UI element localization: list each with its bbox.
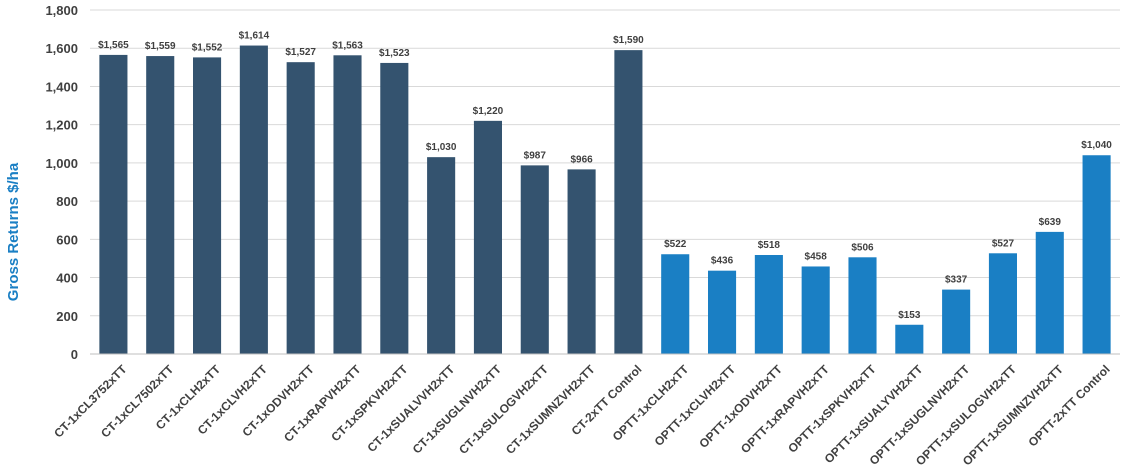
bar-1 (146, 56, 175, 355)
y-tick-label: 1,000 (45, 156, 78, 171)
data-label: $1,552 (192, 42, 223, 53)
y-tick-label: 200 (56, 309, 78, 324)
bar-12 (661, 254, 690, 354)
data-label: $337 (945, 275, 968, 286)
x-tick-label: CT-1xSUMNZVH2xTT (503, 362, 598, 457)
bar-9 (520, 165, 549, 354)
data-label: $1,030 (426, 142, 457, 153)
y-tick-label: 1,200 (45, 118, 78, 133)
y-tick-label: 600 (56, 232, 78, 247)
x-tick-label: OPTT-1xODVH2xTT (696, 362, 785, 451)
y-tick-label: 1,600 (45, 41, 78, 56)
y-tick-label: 1,400 (45, 79, 78, 94)
data-label: $1,220 (473, 106, 504, 117)
x-tick-label: OPTT-1xRAPVH2xTT (738, 362, 832, 456)
data-label: $987 (524, 150, 547, 161)
bar-21 (1082, 155, 1111, 354)
bar-2 (193, 57, 222, 354)
bar-20 (1035, 231, 1064, 354)
x-axis-ticks: CT-1xCL3752xTTCT-1xCL7502xTTCT-1xCLH2xTT… (51, 362, 1112, 469)
data-label: $436 (711, 256, 734, 267)
bar-11 (614, 50, 643, 355)
x-tick-label: OPTT-1xCLVH2xTT (652, 362, 739, 449)
bar-7 (427, 157, 456, 354)
y-tick-label: 400 (56, 271, 78, 286)
x-tick-label: CT-1xSULOGVH2xTT (456, 362, 551, 457)
bar-15 (801, 266, 830, 354)
x-tick-label: CT-1xSUGLNVH2xTT (410, 362, 505, 457)
data-label: $1,565 (98, 40, 129, 51)
y-tick-label: 1,800 (45, 3, 78, 18)
bar-13 (708, 270, 737, 354)
data-labels: $1,565 $1,559 $1,552 $1,614 $1,527 $1,563 $1,5… (98, 31, 1112, 321)
data-label: $639 (1039, 217, 1062, 228)
y-axis-ticks: 0 200 400 600 800 1,000 1,200 1,400 1,600 1,800 (45, 3, 78, 362)
y-tick-label: 0 (71, 347, 78, 362)
bar-19 (988, 253, 1017, 354)
data-label: $1,614 (239, 31, 270, 42)
data-label: $1,563 (332, 40, 363, 51)
bar-18 (942, 289, 971, 354)
x-tick-label: OPTT-2xTT Control (1025, 362, 1112, 449)
bar-10 (567, 169, 596, 354)
bar-0 (99, 54, 128, 355)
bar-16 (848, 257, 877, 354)
x-tick-label: OPTT-1xSPKVH2xTT (785, 362, 879, 456)
bar-6 (380, 62, 409, 355)
bars (99, 45, 1111, 355)
bar-17 (895, 324, 924, 354)
bar-5 (333, 55, 362, 354)
data-label: $1,040 (1081, 140, 1112, 151)
y-tick-label: 800 (56, 194, 78, 209)
data-label: $506 (851, 242, 874, 253)
data-label: $518 (758, 240, 781, 251)
bar-14 (754, 255, 783, 354)
data-label: $527 (992, 238, 1015, 249)
data-label: $153 (898, 310, 921, 321)
data-label: $522 (664, 239, 687, 250)
data-label: $1,527 (285, 47, 316, 58)
bar-4 (286, 62, 315, 354)
data-label: $1,559 (145, 41, 176, 52)
bar-3 (239, 45, 268, 355)
data-label: $1,590 (613, 35, 644, 46)
x-tick-label: CT-1xSUALVVH2xTT (365, 362, 458, 455)
data-label: $1,523 (379, 48, 410, 59)
bar-8 (473, 120, 502, 354)
data-label: $458 (805, 251, 828, 262)
y-axis-label: Gross Returns $/ha (5, 162, 22, 301)
data-label: $966 (570, 154, 593, 165)
